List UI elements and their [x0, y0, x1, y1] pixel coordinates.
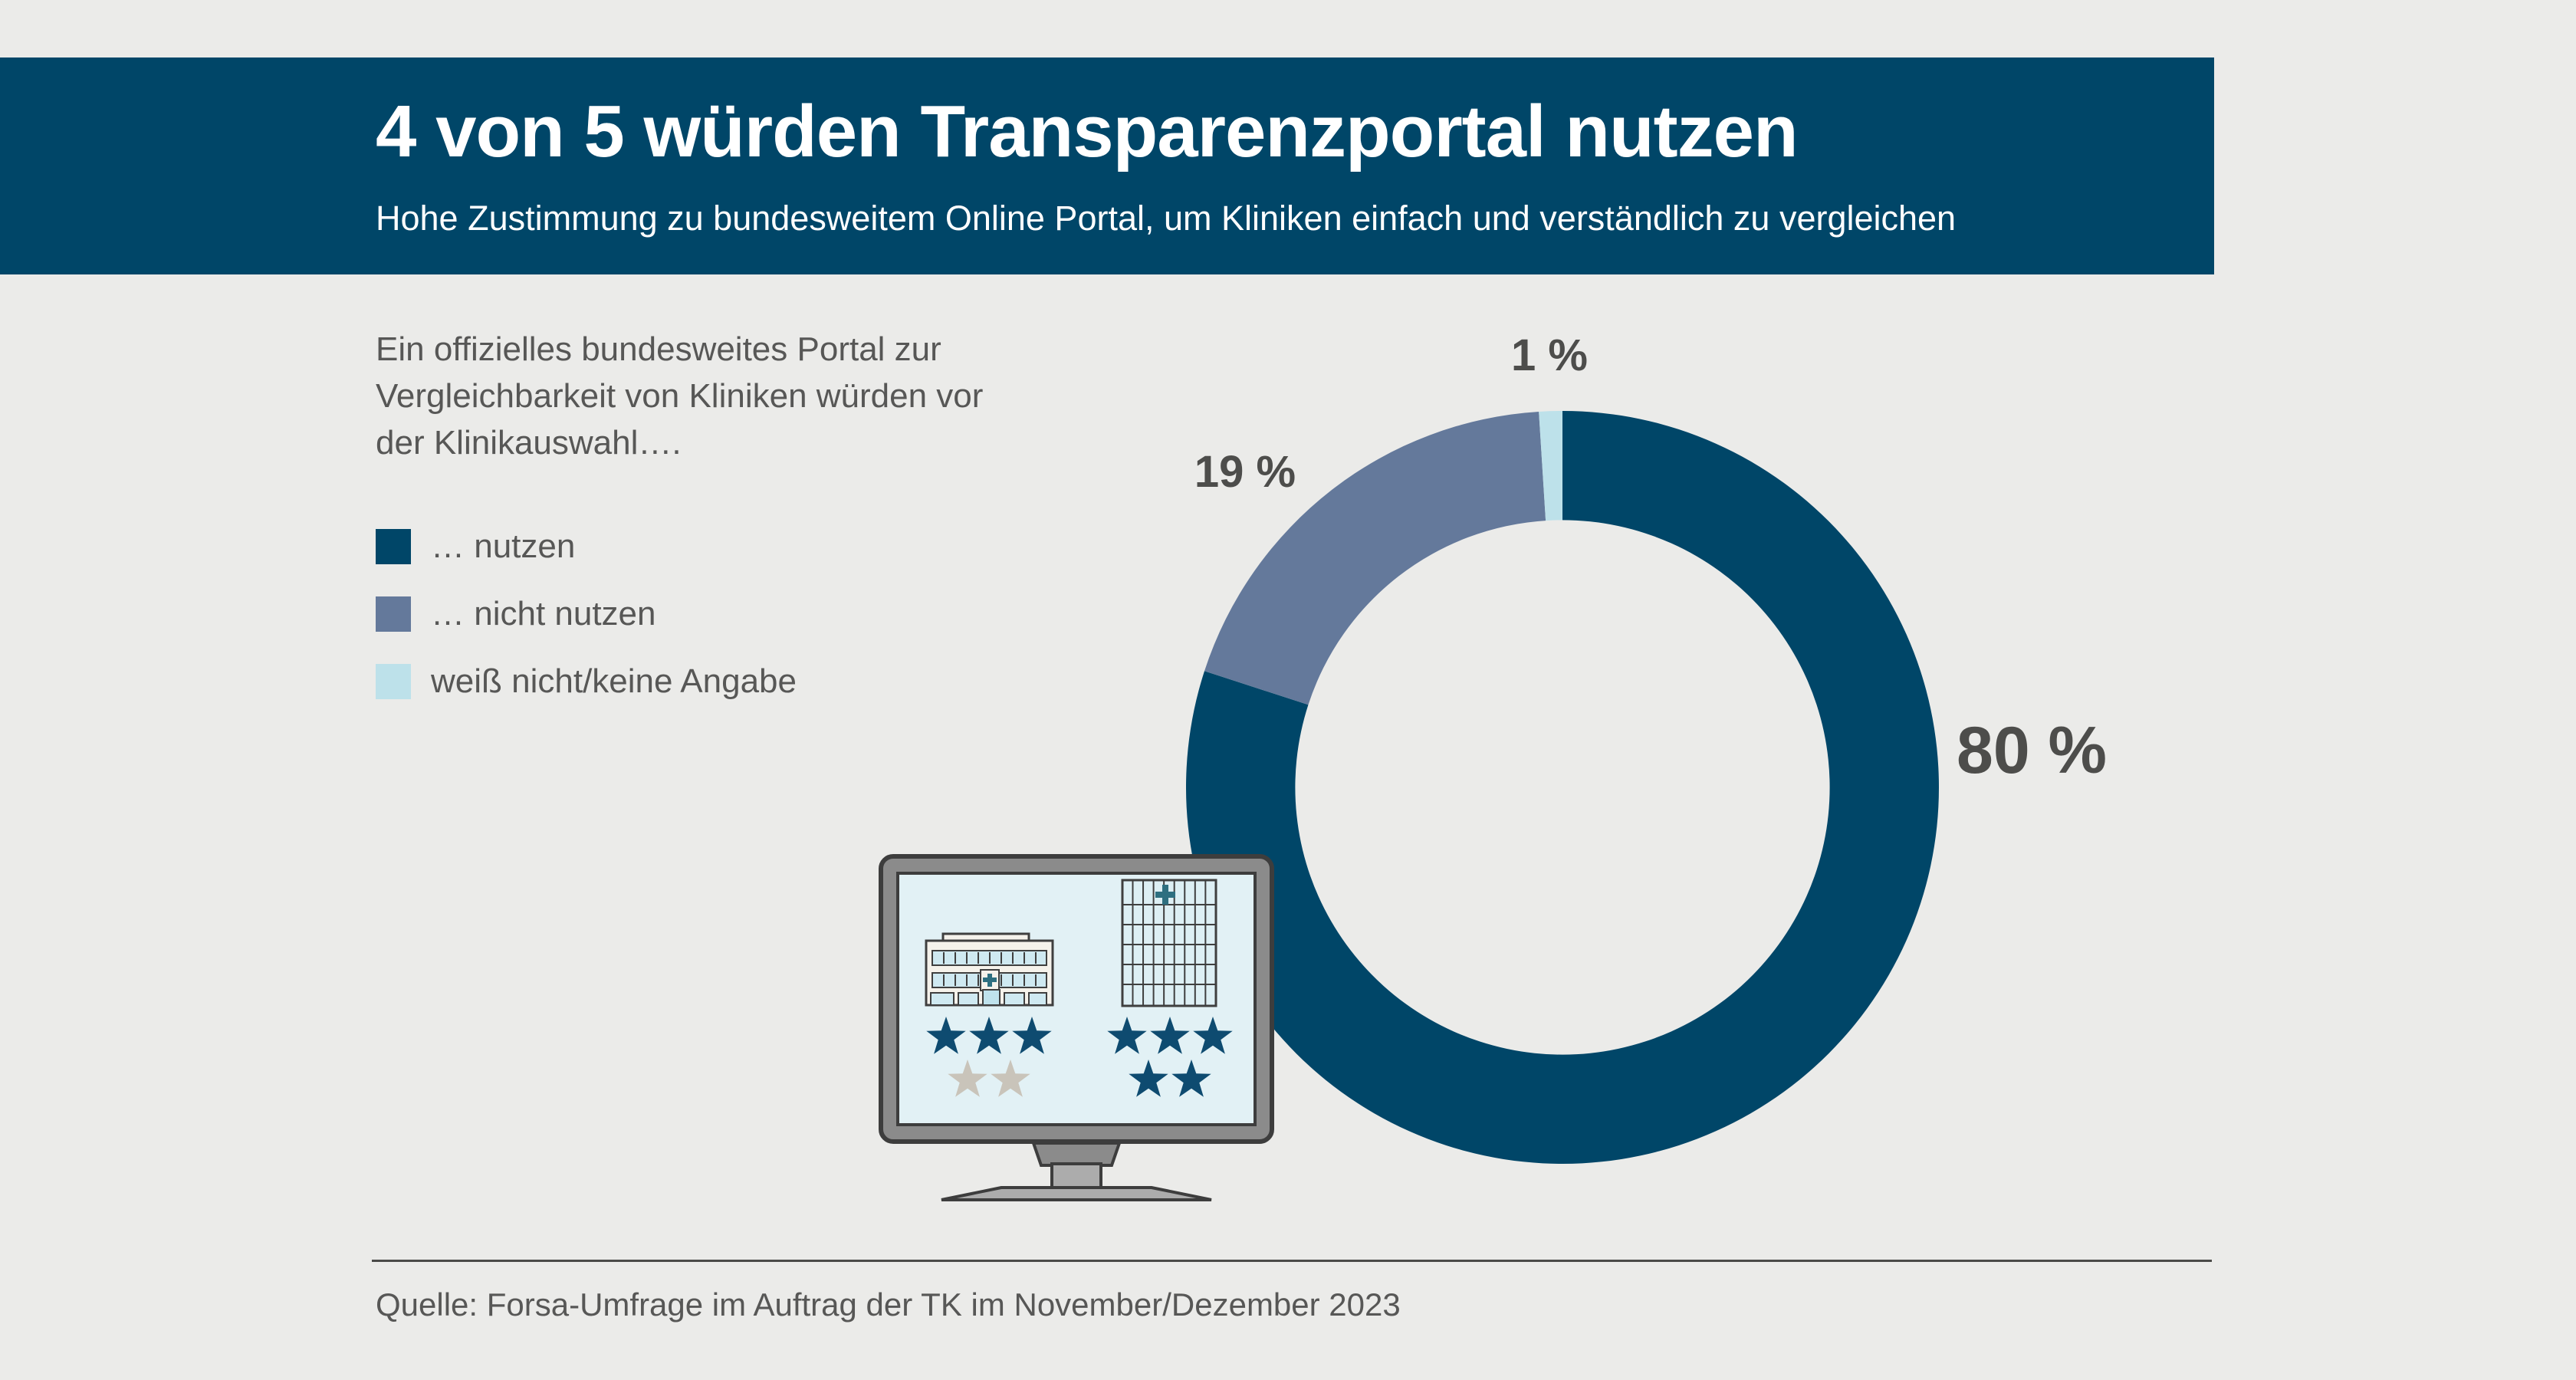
legend-item-0: … nutzen	[376, 527, 797, 565]
donut-segment-2	[1539, 411, 1562, 521]
intro-line-1: Ein offizielles bundesweites Portal zur	[376, 330, 941, 368]
star-icon	[1129, 1060, 1168, 1097]
star-icon	[1171, 1060, 1211, 1097]
clinic-tower-cross-icon	[1155, 885, 1175, 905]
donut-label-nutzen: 80 %	[1957, 714, 2108, 787]
legend-swatch	[376, 596, 411, 632]
intro-line-2: Vergleichbarkeit von Kliniken würden vor	[376, 377, 984, 415]
rating-stars-left	[926, 1017, 1052, 1097]
star-icon	[1012, 1017, 1052, 1054]
intro-text: Ein offizielles bundesweites Portal zur …	[376, 326, 983, 466]
monitor-illustration	[879, 854, 1274, 1201]
header-band: 4 von 5 würden Transparenzportal nutzen …	[0, 58, 2214, 274]
legend: … nutzen … nicht nutzen weiß nicht/keine A…	[376, 527, 797, 731]
star-icon	[969, 1017, 1009, 1054]
legend-label: … nicht nutzen	[431, 595, 656, 632]
star-icon	[926, 1017, 966, 1054]
star-icon	[948, 1060, 987, 1097]
donut-chart	[1186, 411, 1939, 1164]
source-divider	[372, 1260, 2212, 1262]
legend-label: … nutzen	[431, 527, 576, 565]
legend-swatch	[376, 664, 411, 699]
star-icon	[1150, 1017, 1190, 1054]
star-icon	[1193, 1017, 1233, 1054]
legend-swatch	[376, 529, 411, 564]
page-title: 4 von 5 würden Transparenzportal nutzen	[376, 90, 1799, 172]
star-icon	[991, 1060, 1030, 1097]
intro-line-3: der Klinikauswahl….	[376, 424, 682, 462]
monitor-stand	[941, 1142, 1212, 1201]
page-subtitle: Hohe Zustimmung zu bundesweitem Online P…	[376, 199, 1957, 238]
star-icon	[1107, 1017, 1147, 1054]
donut-label-weiss-nicht: 1 %	[1511, 330, 1588, 380]
legend-item-2: weiß nicht/keine Angabe	[376, 662, 797, 700]
source-text: Quelle: Forsa-Umfrage im Auftrag der TK …	[376, 1286, 1401, 1322]
legend-label: weiß nicht/keine Angabe	[431, 662, 797, 700]
clinic-tower-building	[1121, 879, 1217, 1007]
rating-stars-right	[1107, 1017, 1233, 1097]
legend-item-1: … nicht nutzen	[376, 595, 797, 632]
clinic-wide-building	[925, 932, 1054, 1007]
donut-segment-1	[1204, 411, 1546, 705]
clinic-wide-cross-icon	[983, 974, 997, 987]
donut-label-nicht-nutzen: 19 %	[1194, 447, 1296, 497]
